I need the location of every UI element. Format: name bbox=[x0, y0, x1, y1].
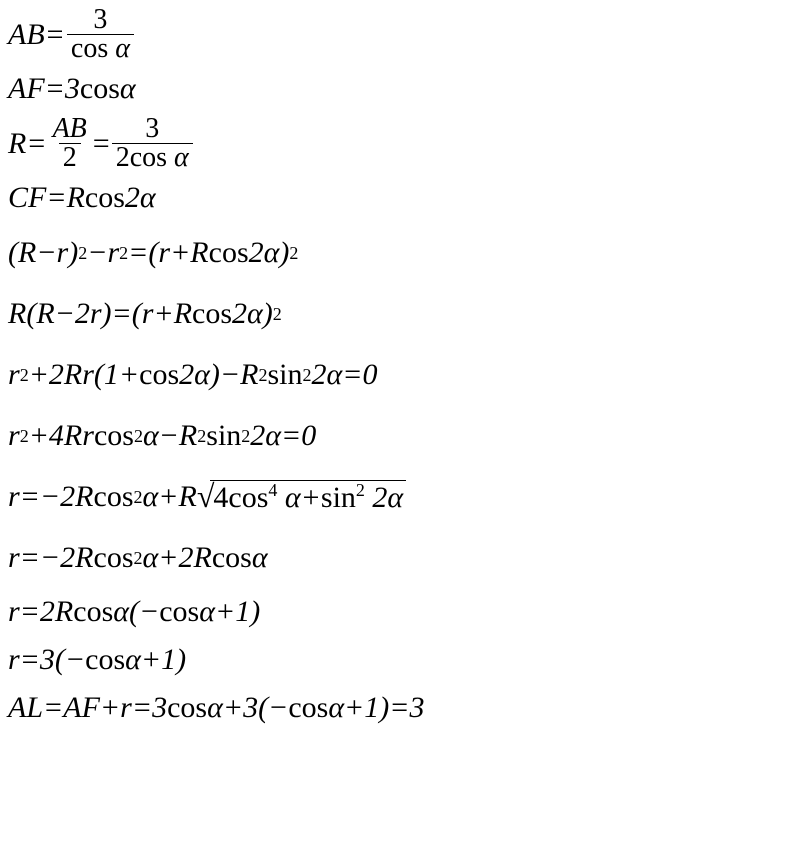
eq-line-9: r=−2R cos2 α+R √ 4cos4 α+sin2 2α bbox=[8, 470, 792, 523]
eq-text: AF=3 bbox=[8, 74, 80, 104]
eq-line-7: r2 +2Rr(1+ cos 2α)−R2 sin2 2α=0 bbox=[8, 348, 792, 401]
eq-line-12: r=3(− cos α+1) bbox=[8, 640, 792, 680]
sqrt-content: 4cos4 α+sin2 2α bbox=[210, 480, 406, 513]
eq-line-11: r=2R cos α(− cos α+1) bbox=[8, 592, 792, 632]
eq-line-13: AL=AF+r=3 cos α+3(− cos α+1)=3 bbox=[8, 688, 792, 728]
eq-text: R= bbox=[8, 129, 47, 159]
eq-line-6: R(R−2r)=(r+R cos 2α)2 bbox=[8, 287, 792, 340]
denominator: cos α bbox=[67, 34, 134, 63]
eq-line-8: r2 +4Rr cos2 α−R2 sin2 2α=0 bbox=[8, 409, 792, 462]
denominator: 2cos α bbox=[112, 143, 193, 172]
eq-line-4: CF=R cos 2α bbox=[8, 178, 792, 218]
fraction: AB 2 bbox=[49, 115, 91, 172]
numerator: AB bbox=[49, 115, 91, 143]
sqrt: √ 4cos4 α+sin2 2α bbox=[197, 480, 406, 513]
eq-text: AB= bbox=[8, 20, 65, 50]
eq-line-2: AF=3 cos α bbox=[8, 69, 792, 109]
fraction: 3 cos α bbox=[67, 6, 134, 63]
eq-line-1: AB= 3 cos α bbox=[8, 8, 792, 61]
eq-line-5: (R−r)2 −r2 =(r+R cos 2α)2 bbox=[8, 226, 792, 279]
fraction: 3 2cos α bbox=[112, 115, 193, 172]
numerator: 3 bbox=[89, 6, 111, 34]
denominator: 2 bbox=[59, 143, 81, 172]
numerator: 3 bbox=[141, 115, 163, 143]
eq-text: CF=R bbox=[8, 183, 85, 213]
eq-line-3: R= AB 2 = 3 2cos α bbox=[8, 117, 792, 170]
eq-line-10: r=−2R cos2 α+2R cos α bbox=[8, 531, 792, 584]
